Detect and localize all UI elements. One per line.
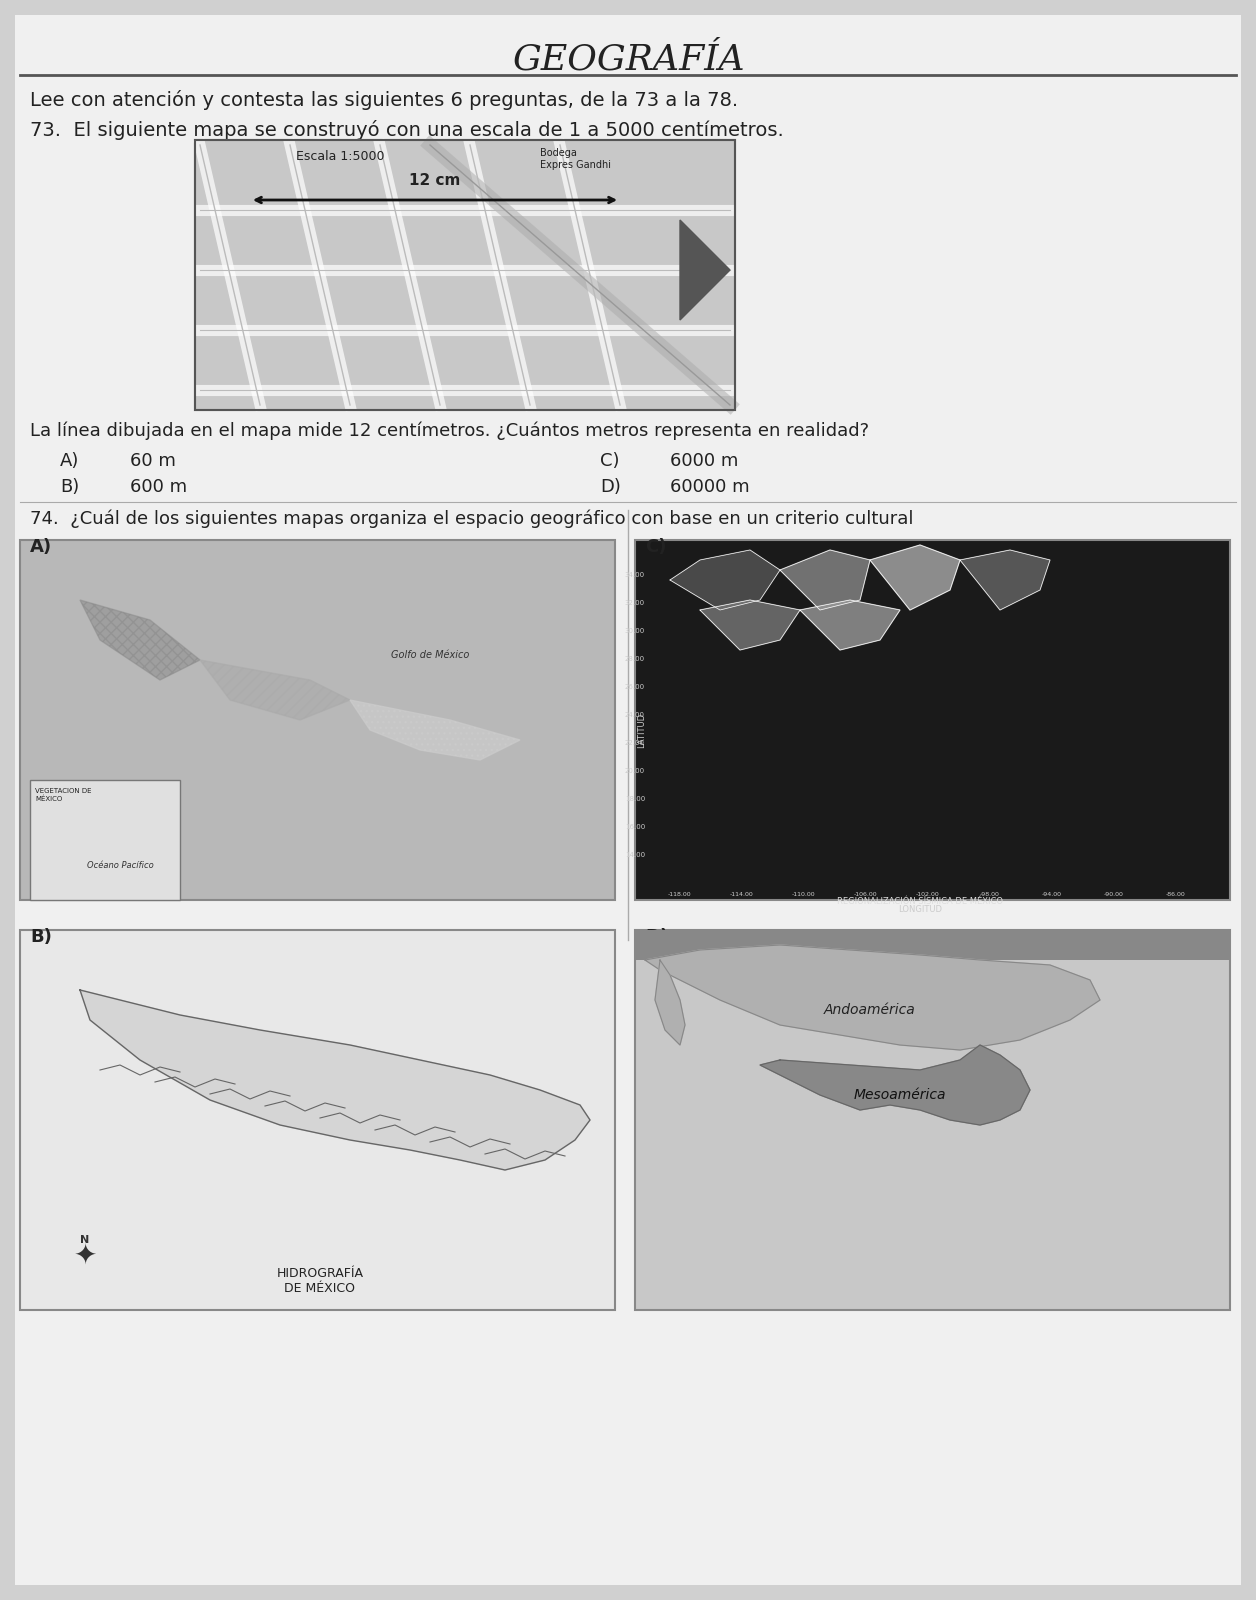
Text: LONGITUD: LONGITUD bbox=[898, 906, 942, 914]
Text: -90.00: -90.00 bbox=[1104, 893, 1124, 898]
Bar bbox=[20, 541, 615, 899]
Text: B): B) bbox=[60, 478, 79, 496]
Text: A): A) bbox=[30, 538, 53, 557]
Text: -102.00: -102.00 bbox=[916, 893, 939, 898]
Bar bbox=[195, 141, 735, 410]
Text: -86.00: -86.00 bbox=[1166, 893, 1186, 898]
Text: -114.00: -114.00 bbox=[730, 893, 754, 898]
Text: VEGETACION DE
MÉXICO: VEGETACION DE MÉXICO bbox=[35, 787, 92, 802]
Text: 73.  El siguiente mapa se construyó con una escala de 1 a 5000 centímetros.: 73. El siguiente mapa se construyó con u… bbox=[30, 120, 784, 141]
Polygon shape bbox=[200, 659, 350, 720]
Text: 26.00: 26.00 bbox=[625, 685, 646, 690]
Text: Mesoamérica: Mesoamérica bbox=[854, 1088, 946, 1102]
Bar bbox=[636, 541, 1230, 899]
Text: -106.00: -106.00 bbox=[854, 893, 878, 898]
Text: C): C) bbox=[646, 538, 667, 557]
Polygon shape bbox=[350, 701, 520, 760]
Bar bbox=[636, 930, 1230, 960]
Text: Escala 1:5000: Escala 1:5000 bbox=[295, 150, 384, 163]
Text: C): C) bbox=[600, 451, 619, 470]
Text: -98.00: -98.00 bbox=[980, 893, 1000, 898]
Polygon shape bbox=[760, 1045, 1030, 1125]
Polygon shape bbox=[679, 219, 730, 320]
Polygon shape bbox=[654, 960, 685, 1045]
Bar bbox=[20, 930, 615, 1310]
Text: 32.00: 32.00 bbox=[625, 600, 646, 606]
Text: 60 m: 60 m bbox=[131, 451, 176, 470]
Bar bbox=[30, 781, 180, 899]
Text: A): A) bbox=[60, 451, 79, 470]
Text: Andoamérica: Andoamérica bbox=[824, 1003, 916, 1018]
Text: Océano Pacífico: Océano Pacífico bbox=[87, 861, 153, 870]
Text: ✦: ✦ bbox=[73, 1242, 97, 1269]
Polygon shape bbox=[646, 946, 1100, 1050]
Text: D): D) bbox=[646, 928, 668, 946]
Text: 24.00: 24.00 bbox=[625, 712, 646, 718]
Text: HIDROGRAFÍA
DE MÉXICO: HIDROGRAFÍA DE MÉXICO bbox=[276, 1267, 363, 1294]
Text: 16.00: 16.00 bbox=[624, 824, 646, 830]
Polygon shape bbox=[960, 550, 1050, 610]
Text: N: N bbox=[80, 1235, 89, 1245]
Polygon shape bbox=[80, 990, 590, 1170]
Text: 22.00: 22.00 bbox=[625, 739, 646, 746]
Polygon shape bbox=[800, 600, 901, 650]
Text: Bodega
Expres Gandhi: Bodega Expres Gandhi bbox=[540, 149, 610, 170]
Text: GEOGRAFÍA: GEOGRAFÍA bbox=[511, 42, 745, 75]
Text: La línea dibujada en el mapa mide 12 centímetros. ¿Cuántos metros representa en : La línea dibujada en el mapa mide 12 cen… bbox=[30, 422, 869, 440]
Polygon shape bbox=[700, 600, 800, 650]
Text: 600 m: 600 m bbox=[131, 478, 187, 496]
Text: Golfo de México: Golfo de México bbox=[391, 650, 470, 659]
Polygon shape bbox=[80, 600, 200, 680]
Text: B): B) bbox=[30, 928, 51, 946]
Text: 28.00: 28.00 bbox=[625, 656, 646, 662]
Text: 12 cm: 12 cm bbox=[409, 173, 461, 187]
Polygon shape bbox=[669, 550, 780, 610]
Text: 14.00: 14.00 bbox=[625, 851, 646, 858]
Text: 18.00: 18.00 bbox=[624, 795, 646, 802]
Text: D): D) bbox=[600, 478, 620, 496]
Text: -118.00: -118.00 bbox=[668, 893, 692, 898]
Text: 6000 m: 6000 m bbox=[669, 451, 739, 470]
Polygon shape bbox=[870, 546, 960, 610]
Text: 20.00: 20.00 bbox=[625, 768, 646, 774]
Text: 30.00: 30.00 bbox=[624, 627, 646, 634]
Text: Lee con atención y contesta las siguientes 6 preguntas, de la 73 a la 78.: Lee con atención y contesta las siguient… bbox=[30, 90, 739, 110]
Polygon shape bbox=[780, 550, 870, 610]
Bar bbox=[636, 930, 1230, 1310]
Text: 60000 m: 60000 m bbox=[669, 478, 750, 496]
Text: -94.00: -94.00 bbox=[1042, 893, 1063, 898]
Text: REGIONALIZACIÓN SÍSMICA DE MÉXICO: REGIONALIZACIÓN SÍSMICA DE MÉXICO bbox=[836, 898, 1004, 906]
Text: -110.00: -110.00 bbox=[793, 893, 816, 898]
Text: LATITUD: LATITUD bbox=[638, 712, 647, 747]
Text: 74.  ¿Cuál de los siguientes mapas organiza el espacio geográfico con base en un: 74. ¿Cuál de los siguientes mapas organi… bbox=[30, 510, 913, 528]
Text: 34.00: 34.00 bbox=[625, 573, 646, 578]
Bar bbox=[195, 141, 735, 410]
